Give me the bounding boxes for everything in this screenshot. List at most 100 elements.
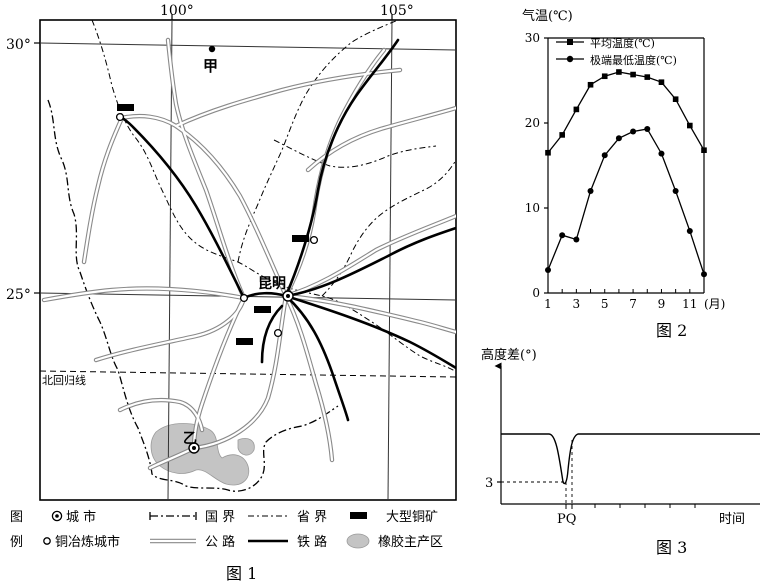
fig2-x-unit: (月) [704,297,725,311]
fig2-point [644,125,651,132]
fig2-y-tick-label: 0 [532,286,540,300]
svg-text:公 路: 公 路 [205,534,235,550]
fig2-point [545,149,551,156]
fig2-x-tick-label: 3 [573,297,581,311]
fig2-x-tick-label: 11 [682,297,697,311]
fig3-xlabel: 时间 [719,512,745,527]
city-jia: 甲 [203,45,218,75]
fig2-point [587,188,594,194]
fig3-altitude-curve [501,433,760,485]
fig2-y-tick-label: 20 [525,116,540,130]
fig2-y-tick-label: 30 [525,31,540,45]
smelting-city-marker [309,235,319,245]
svg-text:铁 路: 铁 路 [297,534,327,550]
copper-mine-markers [117,104,309,345]
copper-mine-marker [292,235,309,242]
fig2-legend: 平均温度(℃) 极端最低温度(℃) [556,36,677,67]
fig2-series-average [545,69,707,156]
svg-text:铜冶炼城市: 铜冶炼城市 [55,534,120,550]
smelting-city-marker [239,293,249,303]
smelting-city-marker [273,328,283,338]
figure1-caption: 图 1 [226,564,257,583]
fig2-series-line [547,128,705,275]
fig2-legend-avg: 平均温度(℃) [556,36,655,50]
fig2-point [686,227,693,234]
city-kunming: 昆明 [258,276,294,302]
legend-road: 公 路 [150,534,235,550]
fig2-legend-min: 极端最低温度(℃) [556,53,677,67]
legend-railway: 铁 路 [248,534,327,550]
fig2-point [658,150,665,157]
fig2-series-extreme-min [545,125,707,278]
legend-copper-city: 铜冶炼城市 [43,534,120,550]
tropic-of-cancer-line [40,370,456,378]
fig2-x-tick-label: 1 [544,297,552,311]
copper-mine-marker [117,104,134,111]
frame-ticks [34,14,393,294]
map-frame [39,19,457,501]
figure3-caption: 图 3 [656,538,687,557]
fig2-point [573,236,580,243]
fig2-point [559,132,565,138]
fig2-x-ticks: 1 3 5 7 9 11 [544,289,705,311]
figure1-map: 100° 105° 30° 25° 北回归线 甲 昆明 [6,3,457,583]
fig2-point [615,135,622,142]
rubber-production-area [150,423,255,486]
meridian-100 [167,20,173,500]
copper-mine-marker [254,306,271,313]
fig2-x-tick-label: 5 [601,297,609,311]
fig2-axes [547,37,705,294]
city-kunming-label: 昆明 [258,276,286,292]
lon-label-105: 105° [380,3,414,19]
lat-label-30: 30° [6,37,31,53]
fig2-x-tick-label: 7 [629,297,637,311]
fig3-xtick-pq: PQ [557,512,576,527]
map-legend: 图 例 城 市 铜冶炼城市 国 界 公 路 [10,509,443,550]
figure3-chart: 高度差(°) 3 PQ 时间 图 3 [481,347,760,557]
svg-text:城 市: 城 市 [66,509,96,525]
fig2-point [559,232,566,239]
svg-text:国 界: 国 界 [205,510,235,525]
fig3-x-ticks [565,504,696,509]
legend-city: 城 市 [51,509,96,525]
tropic-label: 北回归线 [42,373,86,387]
fig2-point [630,128,637,135]
fig2-point [687,122,693,129]
railway-network [118,38,456,422]
lon-label-100: 100° [160,3,194,19]
figure2-chart: 气温(℃) 0 10 20 30 1 3 5 7 9 11 (月) 平均温度(℃) 极端最低温度… [522,8,725,340]
fig2-point [644,74,651,80]
svg-text:极端最低温度(℃): 极端最低温度(℃) [590,53,677,67]
fig2-point [701,147,707,153]
svg-text:橡胶主产区: 橡胶主产区 [378,534,443,550]
fig2-ylabel: 气温(℃) [522,8,573,24]
parallel-30 [40,42,456,51]
svg-text:省 界: 省 界 [297,510,327,525]
city-jia-marker [208,45,216,53]
lat-label-25: 25° [6,287,31,303]
fig2-point [601,73,608,80]
fig2-point [701,271,707,278]
legend-row-label-2: 例 [10,535,23,550]
fig3-guides [501,440,573,504]
fig2-point [587,81,594,88]
fig2-point [630,71,636,78]
legend-provincial-border: 省 界 [248,510,327,525]
fig2-point [573,106,580,113]
legend-copper-mine: 大型铜矿 [350,510,438,525]
fig2-y-tick-label: 10 [525,201,540,215]
copper-smelting-cities [115,112,319,338]
city-jia-label: 甲 [203,57,218,75]
fig2-series [545,69,707,278]
legend-row-label-1: 图 [10,510,23,525]
legend-national-border: 国 界 [149,510,235,525]
figure2-caption: 图 2 [656,321,687,340]
fig2-point [658,79,665,85]
fig2-point [616,69,622,75]
fig3-ytick-3: 3 [485,476,493,491]
national-border [47,99,339,492]
fig2-y-ticks: 0 10 20 30 [525,31,548,300]
fig2-point [672,96,679,102]
svg-text:平均温度(℃): 平均温度(℃) [590,36,655,50]
